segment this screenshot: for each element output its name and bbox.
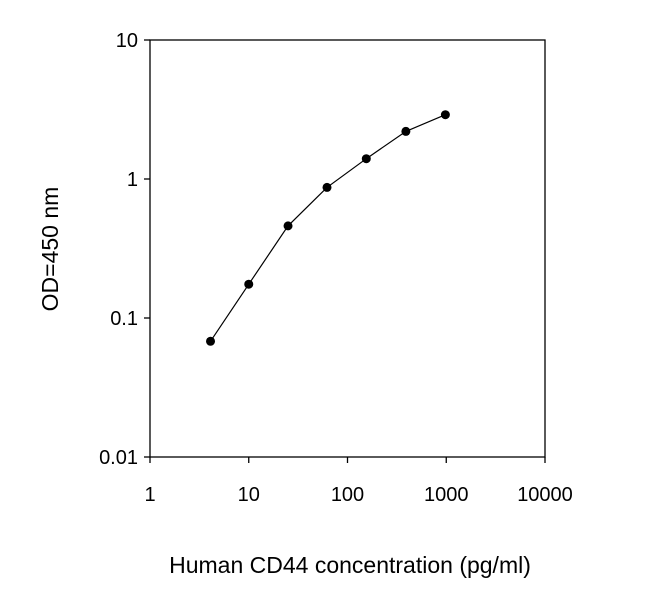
data-point — [206, 336, 216, 346]
x-tick-label: 10000 — [517, 484, 573, 506]
y-tick-label: 0.1 — [110, 308, 138, 330]
data-point — [401, 126, 411, 136]
x-tick-label: 1 — [144, 484, 155, 506]
axes: 0.01 0.1 1 10 1 10 100 1000 10000 — [99, 30, 573, 506]
x-tick-label: 100 — [331, 484, 364, 506]
data-point — [361, 154, 371, 164]
x-tick-label: 10 — [238, 484, 260, 506]
y-tick-label: 1 — [127, 169, 138, 191]
series-line — [210, 114, 446, 342]
series — [206, 110, 450, 346]
y-tick-label: 10 — [116, 30, 138, 52]
data-point — [283, 221, 293, 231]
y-axis-title: OD=450 nm — [37, 187, 63, 312]
data-point — [244, 279, 254, 289]
plot-frame — [149, 39, 546, 458]
data-point — [440, 110, 450, 120]
x-tick-label: 1000 — [424, 484, 469, 506]
data-point — [322, 182, 332, 192]
x-axis-title: Human CD44 concentration (pg/ml) — [169, 552, 531, 578]
y-tick-label: 0.01 — [99, 447, 138, 469]
